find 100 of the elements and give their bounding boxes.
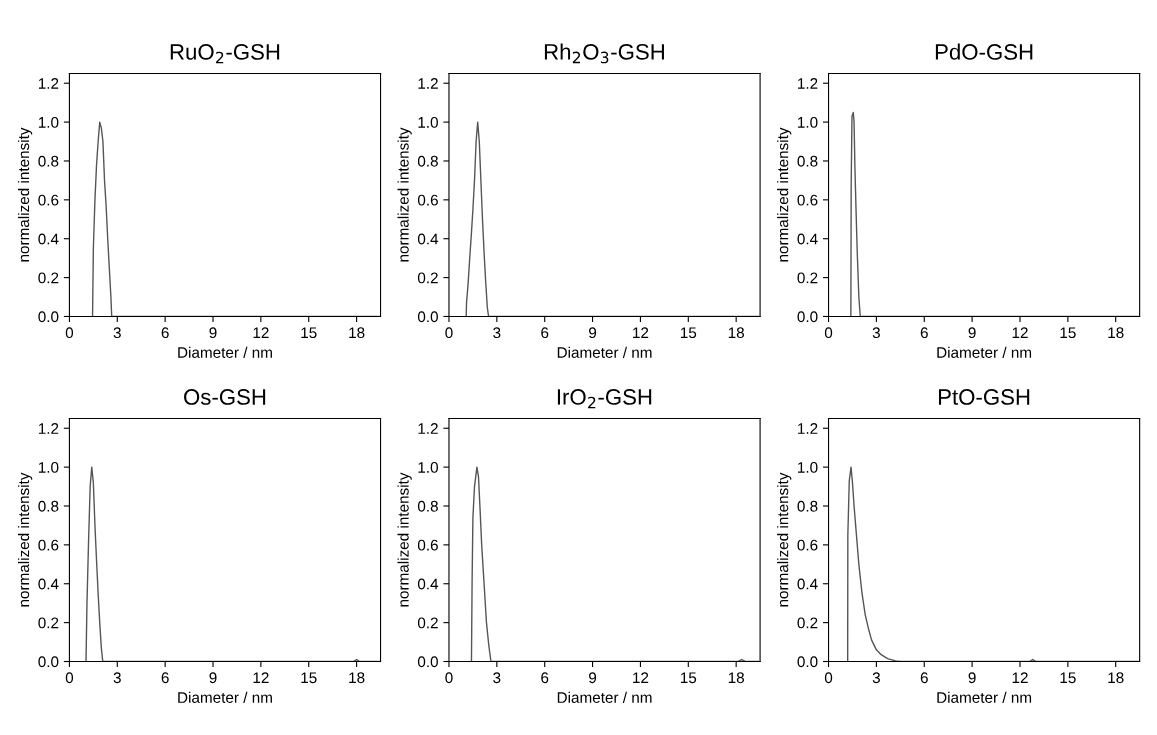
y-tick-label: 0.0 <box>417 311 438 323</box>
y-tick-label: 0.8 <box>797 155 818 167</box>
x-tick-label: 0 <box>65 327 74 339</box>
y-tick-label: 0.2 <box>38 617 59 629</box>
y-tick-label: 0.4 <box>38 233 59 245</box>
x-tick-label: 9 <box>968 672 976 684</box>
y-tick-label: 1.2 <box>38 423 59 434</box>
chart-title: PdO-GSH <box>935 43 1033 60</box>
y-tick-label: 1.0 <box>38 461 59 473</box>
x-tick-label: 0 <box>65 672 74 684</box>
y-tick-label: 1.2 <box>418 78 438 89</box>
y-tick-label: 0.4 <box>417 233 439 245</box>
chart-title: Rh$_{2}$O$_{3}$-GSH <box>544 43 664 64</box>
x-tick-label: 6 <box>920 672 928 684</box>
x-tick-label: 12 <box>633 327 649 338</box>
x-tick-label: 0 <box>824 672 833 684</box>
x-tick-label: 12 <box>1012 327 1028 338</box>
y-tick-label: 0.6 <box>417 194 438 206</box>
x-tick-label: 6 <box>161 672 169 684</box>
x-tick-label: 0 <box>445 327 453 339</box>
y-tick-label: 0.8 <box>417 500 438 512</box>
x-tick-label: 12 <box>1012 672 1028 683</box>
x-tick-label: 15 <box>1060 672 1076 684</box>
chart-title: RuO$_{2}$-GSH <box>170 44 280 64</box>
y-tick-label: 1.0 <box>418 461 438 473</box>
x-tick-label: 6 <box>541 672 549 684</box>
x-tick-label: 9 <box>968 327 976 339</box>
x-tick-label: 15 <box>680 672 697 684</box>
y-tick-label: 1.0 <box>798 461 818 473</box>
chart-title: PtO-GSH <box>938 389 1030 405</box>
y-tick-label: 1.0 <box>798 116 818 128</box>
y-tick-label: 1.0 <box>418 116 438 128</box>
x-tick-label: 9 <box>589 327 597 339</box>
x-tick-label: 0 <box>445 672 453 684</box>
x-tick-label: 18 <box>349 327 365 339</box>
y-tick-label: 0.0 <box>417 656 438 668</box>
y-tick-label: 0.4 <box>797 233 818 245</box>
x-axis-title: Diameter / nm <box>178 691 272 703</box>
x-tick-label: 6 <box>920 327 928 339</box>
x-axis-title: Diameter / nm <box>557 346 652 358</box>
y-tick-label: 0.2 <box>797 617 818 629</box>
x-tick-label: 6 <box>541 327 549 339</box>
x-tick-label: 15 <box>301 327 317 339</box>
y-tick-label: 0.6 <box>797 194 818 206</box>
y-tick-label: 1.2 <box>418 423 438 434</box>
x-axis-title: Diameter / nm <box>937 691 1032 703</box>
x-tick-label: 18 <box>1108 672 1124 684</box>
x-tick-label: 3 <box>493 327 501 339</box>
chart-title: IrO$_{2}$-GSH <box>557 389 652 409</box>
y-axis-title: normalized intensity <box>17 472 33 607</box>
y-tick-label: 0.8 <box>38 500 59 512</box>
y-tick-label: 1.2 <box>38 78 59 89</box>
x-tick-label: 9 <box>589 672 597 684</box>
y-tick-label: 0.6 <box>797 539 818 551</box>
y-tick-label: 0.8 <box>797 500 818 512</box>
x-tick-label: 9 <box>209 672 217 684</box>
x-tick-label: 15 <box>1060 327 1076 339</box>
y-tick-label: 0.0 <box>38 311 59 323</box>
x-axis-title: Diameter / nm <box>178 346 272 358</box>
y-tick-label: 0.8 <box>38 155 59 167</box>
x-tick-label: 15 <box>301 672 317 684</box>
x-axis-title: Diameter / nm <box>557 691 652 703</box>
x-tick-label: 18 <box>1108 327 1124 339</box>
x-tick-label: 3 <box>113 327 121 339</box>
y-axis-title: normalized intensity <box>397 472 412 607</box>
x-tick-label: 0 <box>824 327 833 339</box>
x-tick-label: 18 <box>349 672 365 684</box>
x-tick-label: 3 <box>872 672 880 684</box>
x-tick-label: 12 <box>633 672 649 683</box>
y-tick-label: 0.2 <box>417 617 438 629</box>
y-tick-label: 0.2 <box>417 272 438 284</box>
y-tick-label: 1.2 <box>798 78 818 89</box>
y-tick-label: 0.0 <box>38 656 59 668</box>
y-tick-label: 1.0 <box>38 116 59 128</box>
chart-title: Os-GSH <box>184 389 266 405</box>
x-tick-label: 3 <box>872 327 880 339</box>
y-tick-label: 1.2 <box>798 423 818 434</box>
y-tick-label: 0.0 <box>797 656 818 668</box>
y-tick-label: 0.4 <box>417 578 439 590</box>
x-tick-label: 6 <box>161 327 169 339</box>
x-tick-label: 9 <box>209 327 217 339</box>
y-axis-title: normalized intensity <box>397 127 412 262</box>
y-tick-label: 0.4 <box>38 578 59 590</box>
y-tick-label: 0.2 <box>797 272 818 284</box>
y-tick-label: 0.2 <box>38 272 59 284</box>
y-tick-label: 0.6 <box>38 539 59 551</box>
y-axis-title: normalized intensity <box>777 472 792 607</box>
x-tick-label: 18 <box>728 672 744 684</box>
x-tick-label: 3 <box>113 672 121 684</box>
x-tick-label: 12 <box>253 327 269 338</box>
x-tick-label: 18 <box>728 327 744 339</box>
x-tick-label: 15 <box>680 327 697 339</box>
y-tick-label: 0.0 <box>797 311 818 323</box>
y-axis-title: normalized intensity <box>777 127 792 262</box>
y-tick-label: 0.8 <box>417 155 438 167</box>
x-tick-label: 3 <box>493 672 501 684</box>
y-axis-title: normalized intensity <box>17 127 33 262</box>
x-axis-title: Diameter / nm <box>937 346 1032 358</box>
y-tick-label: 0.6 <box>38 194 59 206</box>
y-tick-label: 0.6 <box>417 539 438 551</box>
